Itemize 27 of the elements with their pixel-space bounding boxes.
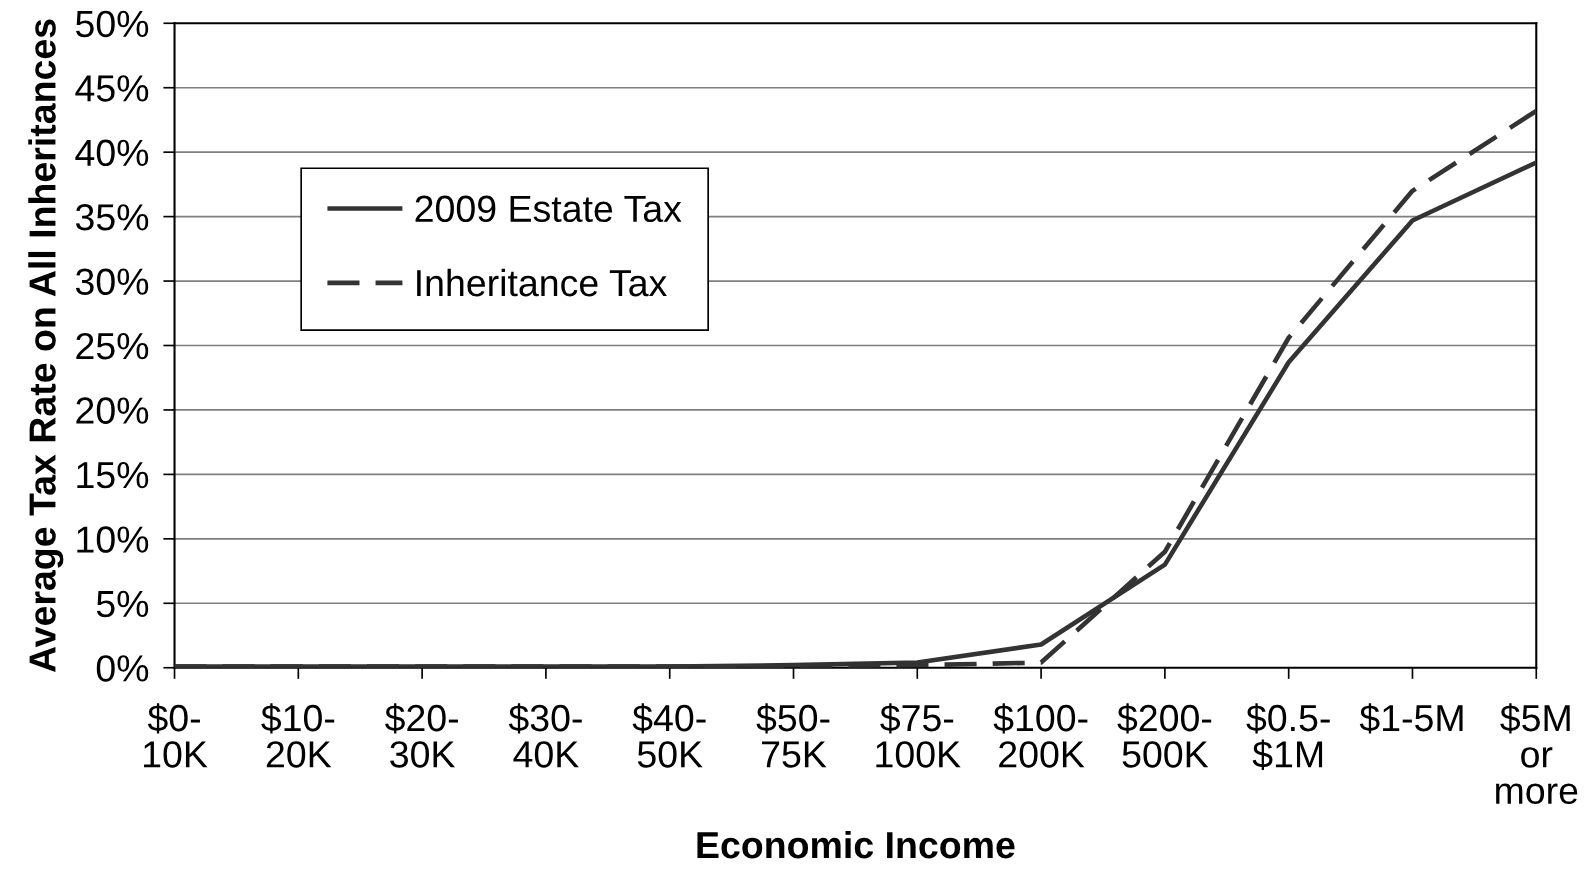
y-tick-label: 50% (75, 10, 149, 38)
x-tick-label: $10- 20K (261, 703, 335, 768)
y-tick-label: 0% (96, 655, 149, 682)
x-tick-label: $100- 200K (993, 703, 1088, 768)
y-tick-label: 45% (75, 75, 149, 102)
y-tick-label: 5% (96, 590, 149, 618)
y-tick-label: 35% (75, 204, 149, 231)
x-tick-label: $0- 10K (144, 703, 208, 768)
x-tick-label: $5M or more (1496, 703, 1578, 805)
legend-label: Inheritance Tax (417, 268, 667, 297)
x-tick-label: $75- 100K (876, 703, 961, 768)
x-tick-label: $50- 75K (756, 703, 830, 768)
y-tick-label: 30% (75, 268, 149, 296)
x-tick-label: $0.5- $1M (1246, 703, 1330, 770)
x-tick-label: $40- 50K (632, 703, 706, 768)
y-tick-label: 10% (77, 526, 149, 553)
y-tick-label: 15% (77, 461, 149, 489)
legend-label: 2009 Estate Tax (415, 195, 682, 223)
x-tick-label: $200- 500K (1117, 703, 1212, 768)
x-tick-label: $30- 40K (508, 703, 582, 768)
y-tick-label: 20% (76, 397, 149, 424)
x-axis-title: Economic Income (697, 830, 1015, 859)
y-tick-label: 25% (76, 332, 149, 360)
x-tick-label: $20- 30K (385, 703, 458, 768)
x-tick-label: $1-5M (1359, 703, 1463, 734)
y-axis-title: Average Tax Rate on All Inheritances (28, 19, 64, 673)
y-tick-label: 40% (75, 139, 149, 167)
